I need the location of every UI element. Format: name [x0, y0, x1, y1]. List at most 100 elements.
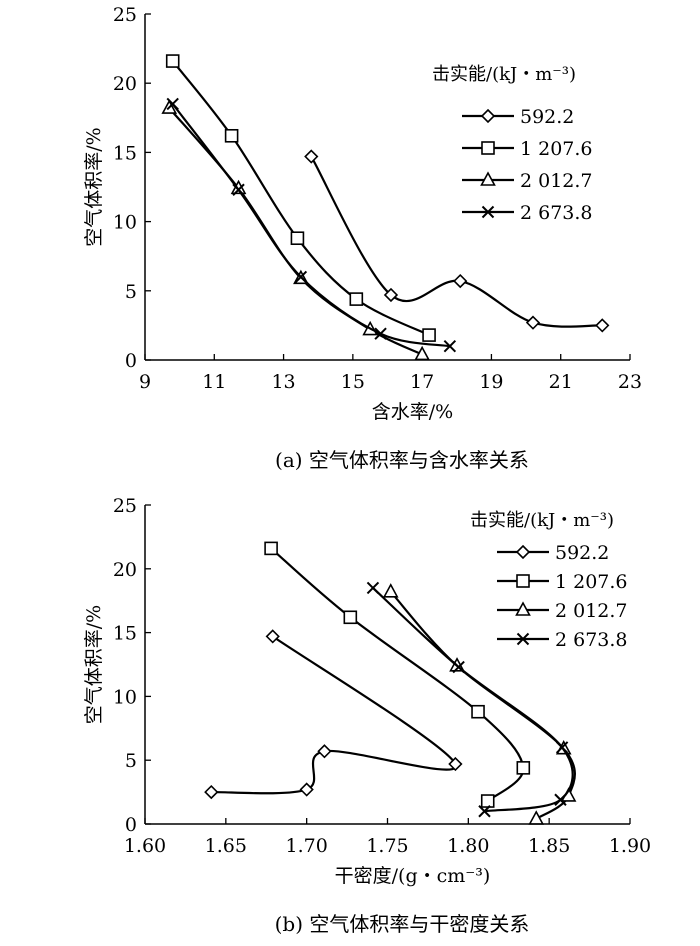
series-a-1-line	[310, 156, 603, 328]
series-a-4-marker	[232, 183, 245, 196]
series-b-2-marker	[343, 610, 358, 625]
series-b-1-marker	[317, 744, 332, 759]
x-tick-label-b: 1.60	[124, 835, 166, 857]
legend-label: 1 207.6	[520, 138, 593, 160]
legend-label: 2 673.8	[555, 629, 628, 651]
x-tick-label-a: 19	[479, 371, 503, 393]
y-tick-label-a: 25	[113, 4, 137, 26]
legend-marker	[515, 544, 531, 560]
legend-marker	[515, 601, 531, 616]
legend-marker	[516, 574, 530, 588]
series-a-4-marker	[294, 270, 308, 284]
x-tick-label-b: 1.75	[366, 835, 408, 857]
chart-a: (a) 空气体积率与含水率关系 0 5 10 15 20 25 9 11 13 15 17 19 21 2…	[83, 4, 642, 472]
legend-marker	[480, 108, 496, 124]
x-tick-label-b: 1.90	[609, 835, 651, 857]
x-tick-label-a: 15	[341, 371, 365, 393]
series-b-2-marker	[264, 541, 278, 556]
series-b-1-marker	[265, 629, 280, 644]
legend-item-a-4: 2 673.8	[462, 202, 593, 224]
legend-label: 592.2	[520, 106, 574, 128]
series-a-1-marker	[595, 318, 610, 333]
chart-b: (b) 空气体积率与干密度关系 0 5 10 15 20 25 1.60 1.65 1.70 1.…	[83, 495, 651, 936]
x-tick-label-a: 13	[271, 371, 295, 393]
legend-item-b-1: 592.2	[497, 542, 609, 564]
series-b-4-marker	[366, 581, 380, 595]
y-axis-title-a: 空气体积率/%	[83, 127, 105, 246]
series-a-4-marker	[166, 97, 179, 111]
series-b-3-marker	[382, 583, 399, 598]
x-tick-label-a: 21	[549, 371, 573, 393]
series-a-4-marker	[443, 339, 457, 353]
series-b-4-line	[372, 587, 574, 813]
series-a-4	[166, 97, 457, 353]
x-axis-title-b: 干密度/(g・cm⁻³)	[335, 865, 491, 887]
legend-item-a-2: 1 207.6	[462, 138, 593, 160]
series-b-2-marker	[516, 761, 531, 775]
legend-item-a-3: 2 012.7	[462, 170, 593, 192]
series-b-2-marker	[471, 704, 485, 719]
series-a-4-marker	[374, 327, 387, 340]
series-a-2	[165, 54, 436, 342]
series-a-1-marker	[525, 315, 541, 330]
y-tick-label-a: 0	[125, 350, 137, 372]
legend-label: 592.2	[555, 542, 609, 564]
y-tick-label-b: 25	[113, 495, 137, 517]
caption-b: (b) 空气体积率与干密度关系	[275, 912, 530, 936]
y-tick-label-b: 15	[113, 623, 137, 645]
series-a-2-marker	[224, 128, 239, 143]
x-tick-label-a: 23	[618, 371, 642, 393]
series-b-1-marker	[204, 784, 219, 800]
x-tick-label-a: 17	[410, 371, 434, 393]
x-tick-label-a: 9	[139, 371, 151, 393]
y-tick-label-a: 20	[113, 73, 137, 95]
series-a-2-marker	[165, 54, 180, 68]
series-b-2	[264, 541, 531, 808]
legend-marker	[481, 205, 495, 219]
series-a-3	[161, 99, 430, 361]
x-axis-title-a: 含水率/%	[372, 401, 453, 423]
legend-item-a-1: 592.2	[462, 106, 574, 128]
series-b-4-marker	[478, 805, 491, 818]
y-tick-label-b: 0	[125, 814, 137, 836]
series-b-4-marker	[554, 793, 567, 806]
y-tick-label-b: 5	[125, 750, 137, 772]
series-a-1	[304, 149, 610, 333]
y-tick-label-a: 10	[113, 212, 137, 234]
caption-a: (a) 空气体积率与含水率关系	[275, 448, 529, 472]
legend-title-a: 击实能/(kJ・m⁻³)	[432, 64, 576, 85]
series-b-1-marker	[448, 756, 463, 772]
series-b-1-line	[211, 635, 457, 795]
legend-marker	[516, 632, 530, 646]
series-a-1-marker	[304, 149, 319, 164]
series-b-1-marker	[299, 782, 314, 797]
series-a-3-line	[168, 107, 423, 356]
legend-label: 2 012.7	[520, 170, 593, 192]
legend-label: 1 207.6	[555, 571, 628, 593]
series-a-2-marker	[349, 292, 364, 306]
legend-label: 2 012.7	[555, 600, 628, 622]
legend-item-b-3: 2 012.7	[497, 600, 628, 622]
x-tick-label-b: 1.80	[447, 835, 489, 857]
legend-item-b-2: 1 207.6	[497, 571, 628, 593]
series-a-1-marker	[453, 273, 468, 289]
series-b-2-marker	[480, 794, 495, 808]
y-tick-label-b: 20	[113, 559, 137, 581]
x-tick-label-b: 1.85	[528, 835, 570, 857]
legend-marker	[480, 171, 496, 186]
y-tick-label-a: 15	[113, 142, 137, 164]
series-b-4	[366, 581, 574, 818]
legend-title-b: 击实能/(kJ・m⁻³)	[470, 510, 614, 531]
x-tick-label-a: 11	[202, 371, 226, 393]
y-tick-label-a: 5	[125, 281, 137, 303]
y-tick-label-b: 10	[113, 686, 137, 708]
series-b-1	[204, 629, 463, 800]
legend-marker	[481, 141, 495, 155]
series-a-3-marker	[414, 345, 430, 361]
series-a-2-marker	[290, 231, 305, 246]
x-tick-label-b: 1.65	[205, 835, 247, 857]
series-b-4-marker	[555, 741, 569, 754]
y-axis-title-b: 空气体积率/%	[83, 605, 105, 724]
legend-label: 2 673.8	[520, 202, 593, 224]
